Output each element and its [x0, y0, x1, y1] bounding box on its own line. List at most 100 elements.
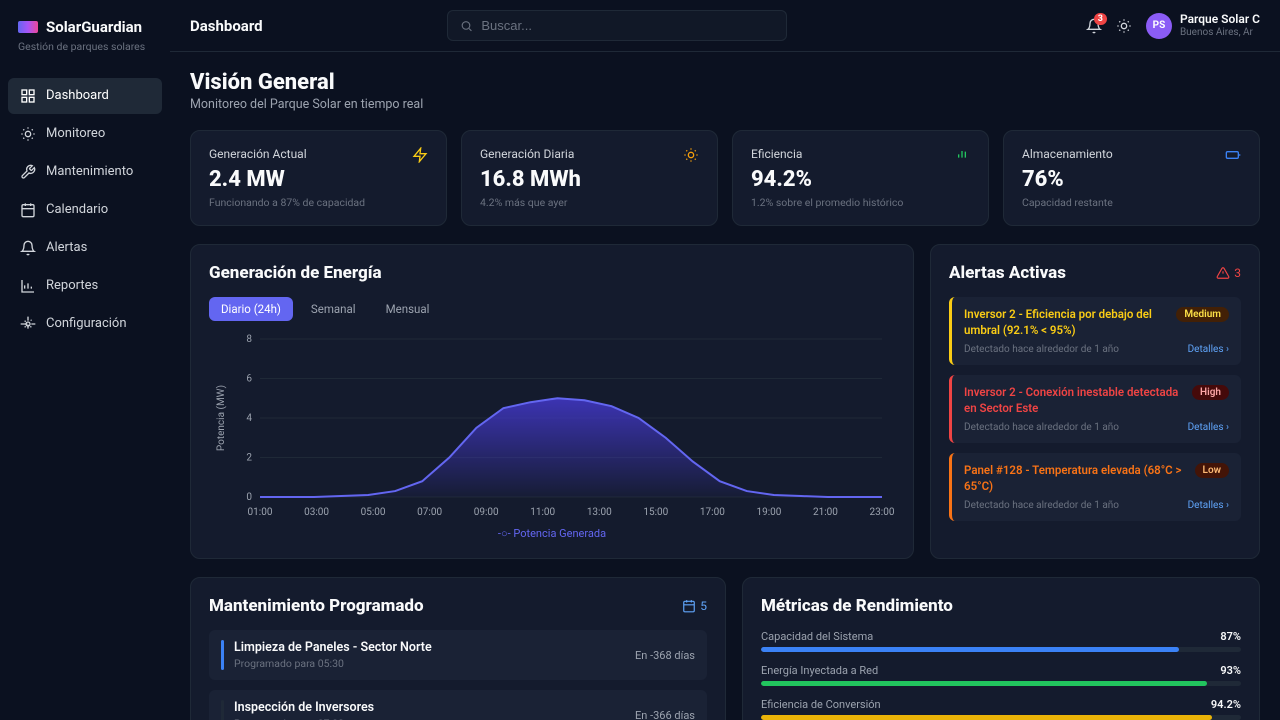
metric-row: Energía Inyectada a Red 93% — [761, 664, 1241, 686]
kpi-card: Generación Actual 2.4 MW Funcionando a 8… — [190, 130, 447, 226]
metric-value: 94.2% — [1211, 698, 1241, 711]
calendar-icon — [20, 202, 36, 218]
kpi-card: Eficiencia 94.2% 1.2% sobre el promedio … — [732, 130, 989, 226]
search-icon — [460, 19, 473, 33]
chart-title: Generación de Energía — [209, 263, 895, 283]
user-location: Buenos Aires, Ar — [1180, 27, 1260, 38]
severity-badge: High — [1192, 385, 1229, 400]
metric-bar — [761, 681, 1241, 686]
brand: SolarGuardian Gestión de parques solares — [0, 18, 170, 78]
user-menu[interactable]: PS Parque Solar C Buenos Aires, Ar — [1146, 13, 1260, 39]
svg-text:07:00: 07:00 — [417, 507, 442, 518]
severity-badge: Medium — [1176, 307, 1229, 322]
nav-label: Dashboard — [46, 88, 109, 103]
kpi-label: Generación Actual — [209, 147, 428, 161]
svg-text:19:00: 19:00 — [756, 507, 781, 518]
kpi-value: 16.8 MWh — [480, 167, 699, 192]
user-name: Parque Solar C — [1180, 13, 1260, 26]
maintenance-item[interactable]: Inspección de Inversores Programado para… — [209, 690, 707, 720]
metric-label: Capacidad del Sistema — [761, 630, 873, 643]
svg-text:2: 2 — [246, 453, 252, 464]
dashboard-icon — [20, 88, 36, 104]
svg-text:0: 0 — [246, 492, 252, 503]
sidebar-item-alertas[interactable]: Alertas — [8, 230, 162, 266]
search-input[interactable] — [481, 18, 774, 33]
kpi-card: Almacenamiento 76% Capacidad restante — [1003, 130, 1260, 226]
chart-tab[interactable]: Diario (24h) — [209, 297, 293, 321]
svg-text:05:00: 05:00 — [361, 507, 386, 518]
maintenance-card: Mantenimiento Programado 5 Limpieza de P… — [190, 577, 726, 720]
theme-toggle[interactable] — [1116, 18, 1132, 34]
metric-row: Eficiencia de Conversión 94.2% — [761, 698, 1241, 720]
notifications-button[interactable]: 3 — [1086, 18, 1102, 34]
nav-label: Configuración — [46, 316, 127, 331]
alert-item[interactable]: Panel #128 - Temperatura elevada (68°C >… — [949, 453, 1241, 521]
priority-bar — [221, 700, 224, 720]
severity-badge: Low — [1195, 463, 1229, 478]
sidebar-item-monitoreo[interactable]: Monitoreo — [8, 116, 162, 152]
kpi-sub: 1.2% sobre el promedio histórico — [751, 196, 970, 209]
chart-tab[interactable]: Mensual — [374, 297, 442, 321]
metric-label: Energía Inyectada a Red — [761, 664, 878, 677]
kpi-sub: Capacidad restante — [1022, 196, 1241, 209]
sun-icon — [1116, 18, 1132, 34]
notif-badge: 3 — [1094, 13, 1107, 25]
kpi-card: Generación Diaria 16.8 MWh 4.2% más que … — [461, 130, 718, 226]
alert-triangle-icon — [1216, 266, 1230, 280]
metrics-card: Métricas de Rendimiento Capacidad del Si… — [742, 577, 1260, 720]
alert-time: Detectado hace alrededor de 1 año — [964, 500, 1119, 511]
metric-value: 87% — [1220, 630, 1241, 643]
maintenance-title: Mantenimiento Programado — [209, 596, 424, 616]
metric-bar — [761, 647, 1241, 652]
alert-details-link[interactable]: Detalles › — [1188, 422, 1229, 433]
alert-title: Inversor 2 - Conexión inestable detectad… — [964, 385, 1184, 416]
kpi-value: 2.4 MW — [209, 167, 428, 192]
sidebar: SolarGuardian Gestión de parques solares… — [0, 0, 170, 720]
maintenance-item[interactable]: Limpieza de Paneles - Sector Norte Progr… — [209, 630, 707, 680]
kpi-row: Generación Actual 2.4 MW Funcionando a 8… — [190, 130, 1260, 226]
nav-label: Alertas — [46, 240, 87, 255]
alerts-count: 3 — [1216, 266, 1241, 280]
alert-details-link[interactable]: Detalles › — [1188, 500, 1229, 511]
metrics-title: Métricas de Rendimiento — [761, 596, 1241, 616]
brand-subtitle: Gestión de parques solares — [18, 40, 152, 54]
kpi-sub: 4.2% más que ayer — [480, 196, 699, 209]
alert-details-link[interactable]: Detalles › — [1188, 344, 1229, 355]
sun-icon — [20, 126, 36, 142]
gear-icon — [20, 316, 36, 332]
sidebar-item-dashboard[interactable]: Dashboard — [8, 78, 162, 114]
kpi-sub: Funcionando a 87% de capacidad — [209, 196, 428, 209]
sidebar-item-calendario[interactable]: Calendario — [8, 192, 162, 228]
chart-legend: Potencia Generada — [209, 527, 895, 540]
svg-text:21:00: 21:00 — [813, 507, 838, 518]
topbar-title: Dashboard — [190, 17, 290, 35]
wrench-icon — [20, 164, 36, 180]
alert-item[interactable]: Inversor 2 - Eficiencia por debajo del u… — [949, 297, 1241, 365]
search-box[interactable] — [447, 10, 787, 41]
bell-icon — [20, 240, 36, 256]
alert-time: Detectado hace alrededor de 1 año — [964, 344, 1119, 355]
metric-bar — [761, 715, 1241, 720]
sidebar-item-mantenimiento[interactable]: Mantenimiento — [8, 154, 162, 190]
chart-tab[interactable]: Semanal — [299, 297, 368, 321]
svg-text:11:00: 11:00 — [530, 507, 555, 518]
kpi-label: Eficiencia — [751, 147, 970, 161]
alert-title: Panel #128 - Temperatura elevada (68°C >… — [964, 463, 1187, 494]
svg-text:17:00: 17:00 — [700, 507, 725, 518]
chart-tabs: Diario (24h)SemanalMensual — [209, 297, 895, 321]
svg-text:8: 8 — [246, 334, 252, 345]
kpi-label: Almacenamiento — [1022, 147, 1241, 161]
alert-title: Inversor 2 - Eficiencia por debajo del u… — [964, 307, 1168, 338]
nav-label: Monitoreo — [46, 126, 105, 141]
alert-item[interactable]: Inversor 2 - Conexión inestable detectad… — [949, 375, 1241, 443]
brand-name: SolarGuardian — [46, 18, 142, 36]
maintenance-due: En -368 días — [635, 649, 695, 662]
page-title: Visión General — [190, 70, 1260, 95]
svg-text:23:00: 23:00 — [870, 507, 895, 518]
maintenance-count: 5 — [682, 599, 707, 613]
svg-text:13:00: 13:00 — [587, 507, 612, 518]
sidebar-item-configuración[interactable]: Configuración — [8, 306, 162, 342]
nav: Dashboard Monitoreo MantenimientoCalendari… — [0, 78, 170, 342]
bolt-icon — [412, 147, 428, 163]
sidebar-item-reportes[interactable]: Reportes — [8, 268, 162, 304]
